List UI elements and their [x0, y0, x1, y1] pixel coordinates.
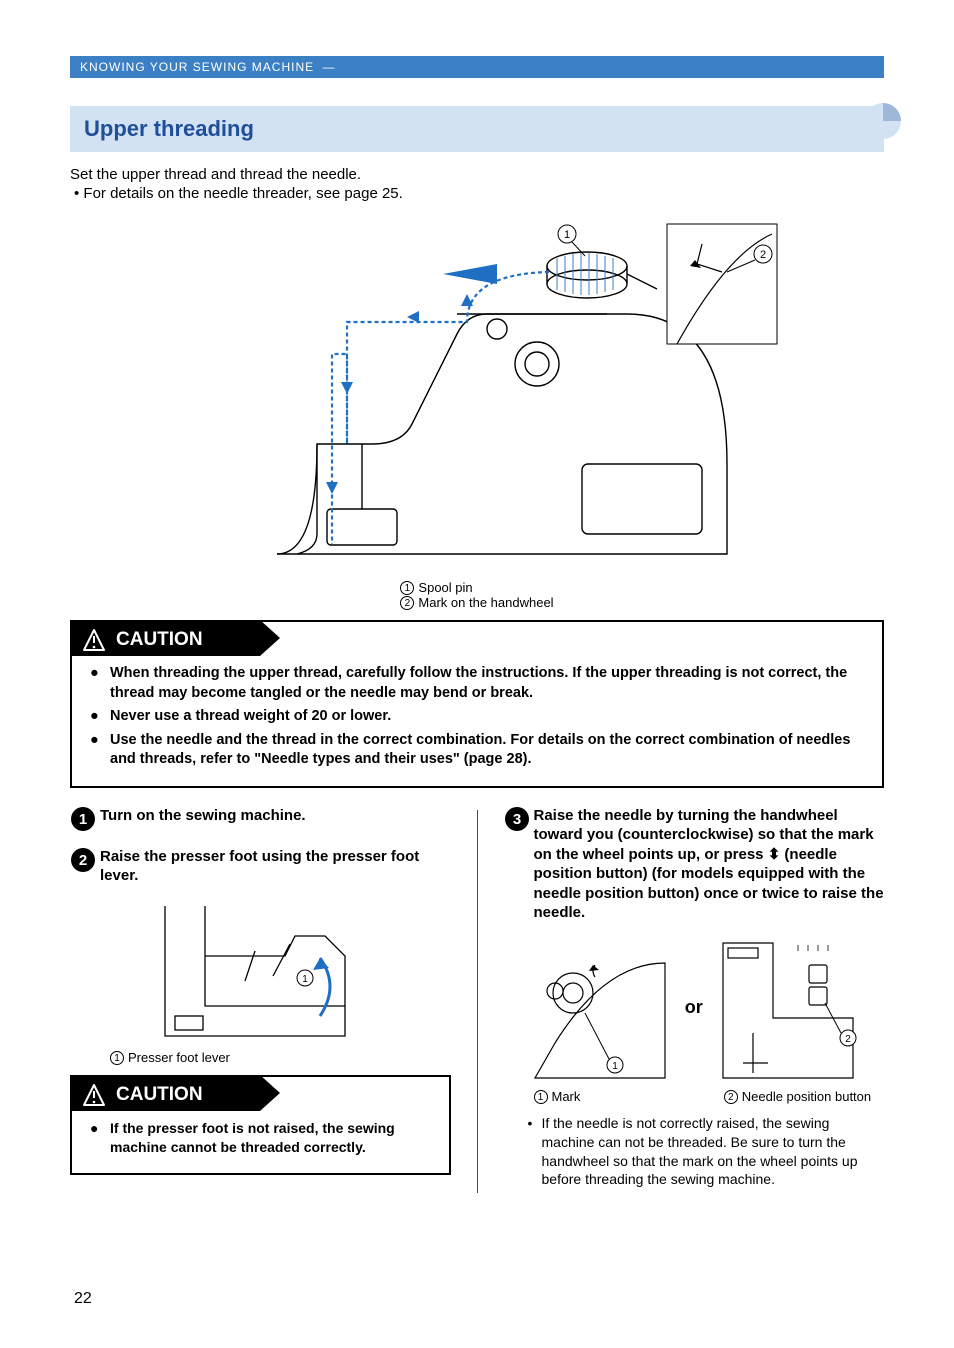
legend-text-1: Spool pin — [418, 580, 472, 595]
step-3-note-text: If the needle is not correctly raised, t… — [542, 1114, 885, 1190]
mark-legend: Mark — [552, 1089, 581, 1104]
needle-button-diagram: 2 — [713, 933, 863, 1083]
step-2-icon: 2 — [70, 847, 100, 886]
needle-btn-legend: Needle position button — [742, 1089, 871, 1104]
caution-flag-icon: CAUTION — [70, 1075, 290, 1111]
legend-num-1: 1 — [400, 581, 414, 595]
title-bar: Upper threading — [70, 106, 884, 152]
svg-text:3: 3 — [512, 811, 520, 828]
section-header: KNOWING YOUR SEWING MACHINE — — [70, 56, 884, 78]
presser-foot-diagram: 1 — [145, 896, 375, 1046]
step-3-text: Raise the needle by turning the handwhee… — [534, 806, 885, 923]
svg-text:1: 1 — [79, 811, 87, 828]
caution-item: Use the needle and the thread in the cor… — [90, 731, 864, 770]
handwheel-diagram: 1 — [525, 933, 675, 1083]
or-label: or — [685, 997, 703, 1018]
intro-bullet: • For details on the needle threader, se… — [70, 185, 884, 202]
svg-text:1: 1 — [564, 229, 570, 241]
presser-legend: 1Presser foot lever — [110, 1050, 451, 1065]
step-3-legend: 1Mark 2Needle position button — [504, 1089, 885, 1104]
legend-text-2: Mark on the handwheel — [418, 595, 553, 610]
step-3-diagrams: 1 or — [504, 933, 885, 1083]
caution-item: When threading the upper thread, careful… — [90, 664, 864, 703]
svg-text:CAUTION: CAUTION — [116, 1084, 203, 1105]
title-accent-icon — [862, 100, 904, 142]
presser-legend-text: Presser foot lever — [128, 1050, 230, 1065]
legend-num-2: 2 — [400, 596, 414, 610]
svg-text:2: 2 — [79, 852, 87, 869]
page-title: Upper threading — [84, 116, 254, 141]
step-2-text: Raise the presser foot using the presser… — [100, 847, 451, 886]
left-column: 1 Turn on the sewing machine. 2 Raise th… — [70, 806, 451, 1193]
caution-box-main: CAUTION When threading the upper thread,… — [70, 620, 884, 788]
threading-diagram: 1 2 — [167, 214, 787, 574]
right-column: 3 Raise the needle by turning the handwh… — [504, 806, 885, 1193]
intro-line: Set the upper thread and thread the need… — [70, 166, 884, 183]
breadcrumb-text: KNOWING YOUR SEWING MACHINE — [80, 60, 314, 74]
svg-text:2: 2 — [760, 249, 766, 261]
step-3-icon: 3 — [504, 806, 534, 923]
svg-text:2: 2 — [845, 1034, 851, 1045]
svg-text:1: 1 — [612, 1061, 618, 1072]
step-3-note: • If the needle is not correctly raised,… — [504, 1114, 885, 1190]
step-1-text: Turn on the sewing machine. — [100, 806, 306, 837]
caution-box-left: CAUTION If the presser foot is not raise… — [70, 1075, 451, 1175]
diagram-legend: 1 Spool pin 2 Mark on the handwheel — [70, 580, 884, 610]
svg-text:1: 1 — [302, 974, 308, 985]
page-number: 22 — [74, 1290, 92, 1308]
caution-item: Never use a thread weight of 20 or lower… — [90, 707, 864, 727]
caution-flag-icon: CAUTION — [70, 620, 290, 656]
svg-text:CAUTION: CAUTION — [116, 629, 203, 650]
step-1-icon: 1 — [70, 806, 100, 837]
caution-item: If the presser foot is not raised, the s… — [90, 1119, 431, 1157]
